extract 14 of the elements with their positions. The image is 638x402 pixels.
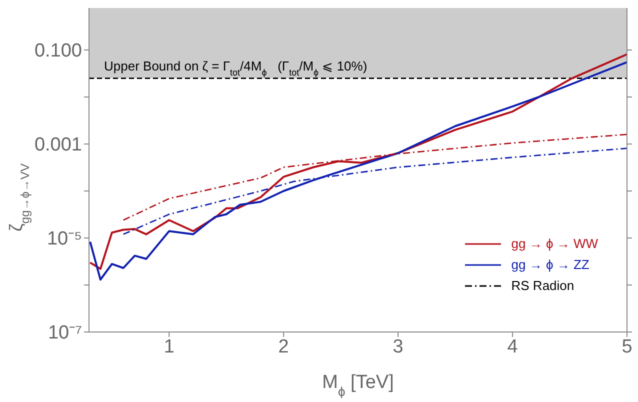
- x-tick-label: 5: [622, 336, 632, 358]
- legend-label: gg → ϕ → ZZ: [511, 257, 590, 272]
- x-tick-label: 1: [164, 336, 174, 358]
- y-tick-label: 10⁻⁵: [46, 228, 82, 250]
- legend-label: gg → ϕ → WW: [511, 236, 598, 251]
- x-tick-label: 3: [392, 336, 404, 358]
- x-axis-title: M$_{ϕ}$ [TeV]: [322, 372, 394, 398]
- x-tick-label: 2: [278, 336, 289, 358]
- y-tick-label: 0.001: [34, 134, 82, 156]
- y-tick-label: 10⁻⁷: [48, 322, 82, 344]
- y-tick-label: 0.100: [34, 40, 82, 62]
- x-tick-label: 4: [507, 336, 518, 358]
- annotation: RS Radion: [511, 278, 574, 293]
- text: Upper Bound on ζ = Γ$_{tot}$/4M$_{ϕ}$ (Γ$_{tot}$/M$_{ϕ}$ ⩽ 10%): [104, 58, 368, 78]
